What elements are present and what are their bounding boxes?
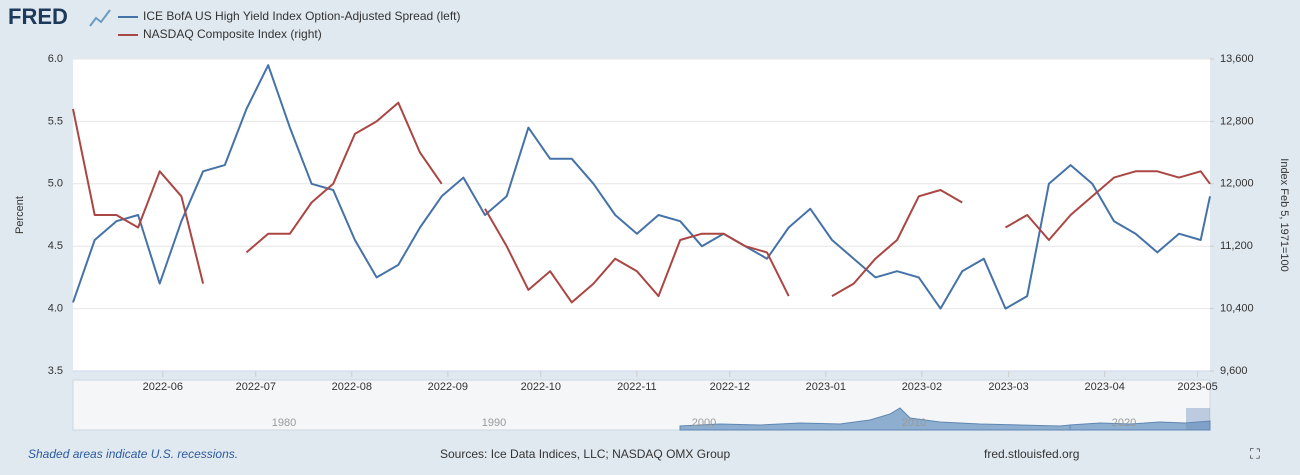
navigator-area xyxy=(679,407,1211,431)
plot-area xyxy=(73,59,1210,371)
x-tick-label: 2022-10 xyxy=(521,381,561,393)
navigator-label: 2020 xyxy=(1112,417,1136,429)
y-tick-label: 4.5 xyxy=(48,240,63,252)
footer-site: fred.stlouisfed.org xyxy=(984,447,1079,461)
y-tick-label: 6.0 xyxy=(48,53,63,65)
x-tick-label: 2022-07 xyxy=(236,381,276,393)
x-tick-label: 2023-02 xyxy=(902,381,942,393)
y-tick-label: 5.5 xyxy=(48,115,63,127)
y2-tick-label: 13,600 xyxy=(1220,53,1254,65)
x-tick-label: 2023-03 xyxy=(988,381,1028,393)
y2-tick-label: 12,800 xyxy=(1220,115,1254,127)
logo-icon xyxy=(89,9,111,27)
x-tick-label: 2023-01 xyxy=(806,381,846,393)
series-line xyxy=(831,189,963,297)
y-tick-label: 4.0 xyxy=(48,303,63,315)
y2-tick-label: 11,200 xyxy=(1220,240,1253,252)
series-line xyxy=(484,208,790,304)
y-axis-label: Percent xyxy=(14,196,26,234)
y2-tick-label: 12,000 xyxy=(1220,178,1254,190)
legend-label: NASDAQ Composite Index (right) xyxy=(143,27,322,41)
fullscreen-icon[interactable]: ⛶ xyxy=(1250,446,1260,462)
y2-axis-label: Index Feb 5, 1971=100 xyxy=(1278,158,1290,271)
x-tick-label: 2022-08 xyxy=(332,381,372,393)
y2-tick-label: 10,400 xyxy=(1220,303,1254,315)
footer-note: Shaded areas indicate U.S. recessions. xyxy=(28,447,238,461)
navigator-label: 1990 xyxy=(482,417,506,429)
y-tick-label: 3.5 xyxy=(48,365,63,377)
y-tick-label: 5.0 xyxy=(48,178,63,190)
x-tick-label: 2023-05 xyxy=(1177,381,1217,393)
y2-tick-label: 9,600 xyxy=(1220,365,1248,377)
footer-sources: Sources: Ice Data Indices, LLC; NASDAQ O… xyxy=(440,447,730,461)
navigator-label: 2000 xyxy=(692,417,716,429)
x-tick-label: 2022-11 xyxy=(617,381,657,393)
navigator-label: 2010 xyxy=(902,417,926,429)
navigator[interactable] xyxy=(72,379,1211,431)
x-tick-label: 2022-12 xyxy=(710,381,750,393)
series-line xyxy=(1005,170,1211,241)
navigator-label: 1980 xyxy=(272,417,296,429)
series-line xyxy=(245,101,443,254)
navigator-selection[interactable] xyxy=(1186,408,1210,430)
x-tick-label: 2023-04 xyxy=(1084,381,1124,393)
legend-label: ICE BofA US High Yield Index Option-Adju… xyxy=(143,9,461,23)
x-tick-label: 2022-09 xyxy=(428,381,468,393)
series-line xyxy=(72,64,1211,310)
logo: FRED xyxy=(8,4,68,29)
x-tick-label: 2022-06 xyxy=(143,381,183,393)
series-line xyxy=(72,108,205,284)
